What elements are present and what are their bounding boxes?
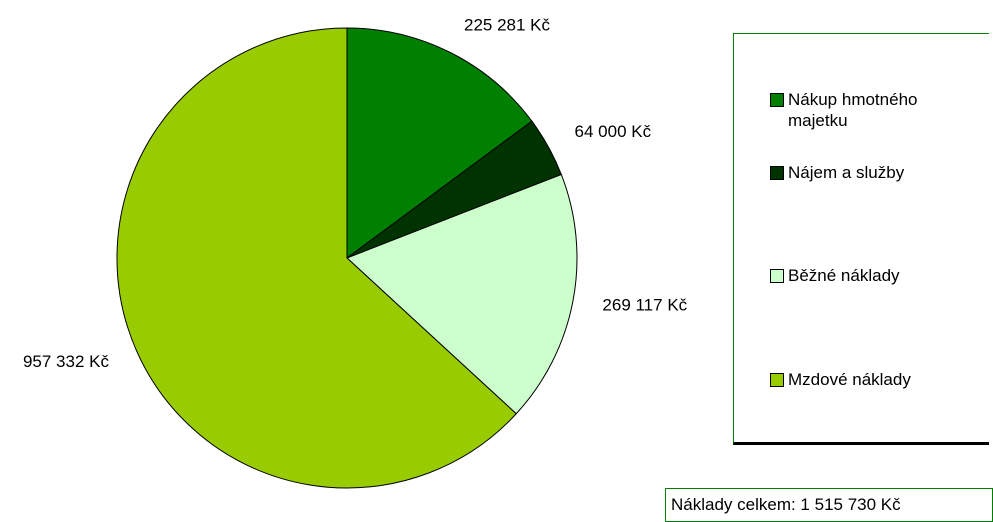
legend-label: Nájem a služby — [788, 163, 905, 182]
legend-item: Běžné náklady — [770, 265, 970, 286]
legend-label: Mzdové náklady — [788, 370, 911, 389]
legend-item: Mzdové náklady — [770, 369, 970, 390]
data-label: 64 000 Kč — [575, 122, 652, 141]
total-annotation: Náklady celkem: 1 515 730 Kč — [665, 488, 993, 522]
pie-slice — [346, 27, 533, 259]
data-label: 957 332 Kč — [23, 352, 110, 371]
legend-swatch — [770, 93, 784, 107]
legend: Nákup hmotného majetku Nájem a služby Běžn… — [733, 33, 989, 445]
legend-swatch — [770, 373, 784, 387]
data-label: 225 281 Kč — [464, 15, 551, 34]
data-label: 269 117 Kč — [602, 296, 687, 315]
legend-item: Nákup hmotného majetku — [770, 89, 970, 131]
legend-swatch — [770, 269, 784, 283]
pie-slice — [116, 27, 517, 489]
legend-swatch — [770, 166, 784, 180]
pie-slice — [346, 173, 578, 415]
chart: 225 281 Kč 64 000 Kč 269 117 Kč 957 332 Kč — [23, 15, 688, 489]
legend-item: Nájem a služby — [770, 162, 970, 183]
legend-label: Běžné náklady — [788, 266, 900, 285]
legend-label: Nákup hmotného majetku — [788, 90, 918, 130]
